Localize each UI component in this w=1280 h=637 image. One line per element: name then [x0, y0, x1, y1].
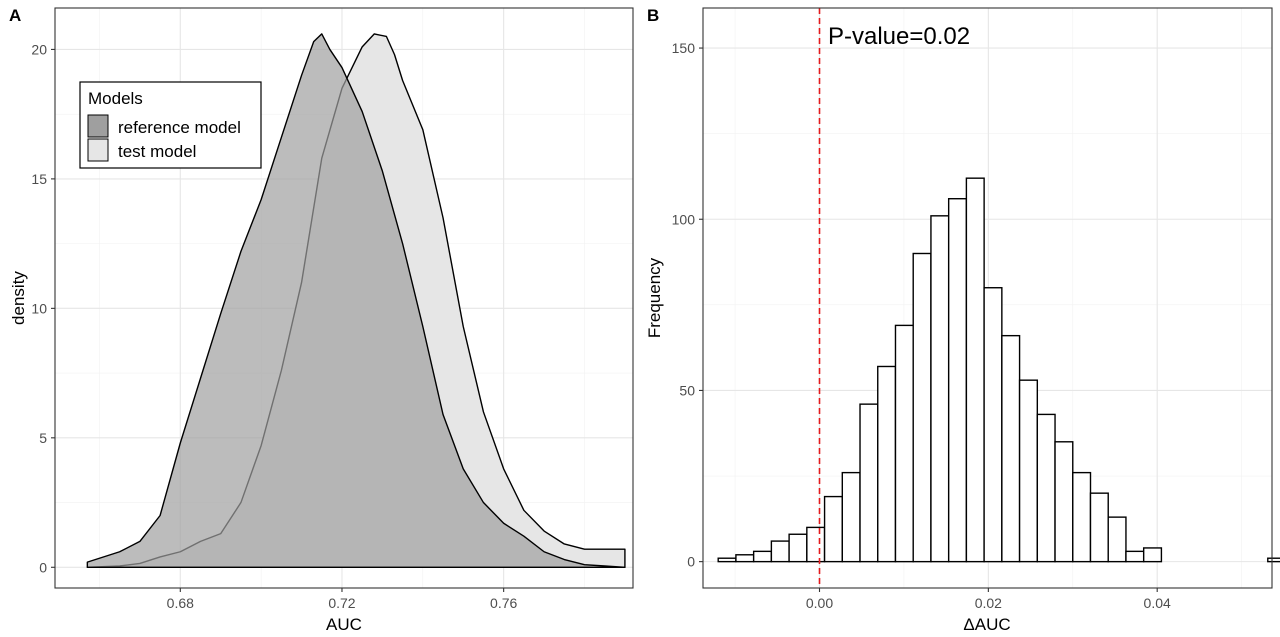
histogram-bar [1089, 492, 1109, 563]
y-tick-label: 0 [39, 559, 47, 575]
histogram-bar [947, 198, 968, 563]
histogram-bar [1054, 441, 1074, 563]
histogram-bar [1107, 516, 1127, 563]
panel-b-ticks: 0.00 0.02 0.04 0 50 100 150 [672, 40, 1171, 611]
histogram-bar [735, 554, 755, 563]
panel-a-density-areas [86, 33, 626, 568]
panel-a-label: A [9, 6, 21, 25]
legend-title: Models [88, 89, 143, 108]
y-tick-label: 15 [31, 171, 47, 187]
histogram-bar [877, 365, 897, 563]
y-tick-label: 10 [31, 300, 47, 316]
histogram-bar [823, 495, 844, 563]
histogram-bar [1036, 413, 1056, 563]
legend-box [79, 81, 262, 169]
x-tick-label: 0.04 [1144, 595, 1171, 611]
histogram-bar [752, 550, 773, 563]
y-tick-label: 150 [672, 40, 696, 56]
histogram-bar [965, 177, 985, 563]
panel-b: B P-value=0.02 0.00 0.02 0.04 0 50 100 150 ΔAU… [645, 6, 1280, 634]
histogram-bar [983, 287, 1003, 563]
histogram-bar [1001, 334, 1021, 563]
x-tick-label: 0.76 [490, 595, 517, 611]
legend-label-reference-model: reference model [118, 118, 241, 137]
histogram-bar [806, 526, 826, 563]
x-tick-label: 0.72 [328, 595, 355, 611]
histogram-bar [770, 540, 790, 563]
panel-b-y-axis-title: Frequency [645, 257, 664, 338]
histogram-bar [788, 533, 808, 563]
panel-b-border [702, 7, 1273, 589]
panel-a-y-axis-title: density [9, 271, 28, 325]
p-value-annotation: P-value=0.02 [828, 23, 970, 50]
panel-b-histogram-bars [717, 177, 1280, 563]
histogram-bar [1072, 471, 1092, 563]
y-tick-label: 100 [672, 211, 696, 227]
histogram-bar [1018, 379, 1039, 563]
histogram-bar [1125, 550, 1145, 563]
panel-a-x-axis-title: AUC [326, 615, 362, 634]
x-tick-label: 0.00 [806, 595, 833, 611]
histogram-bar [1267, 557, 1280, 563]
panel-b-x-axis-title: ΔAUC [963, 615, 1010, 634]
y-tick-label: 50 [679, 382, 695, 398]
panel-a-ticks: 0.68 0.72 0.76 0 5 10 15 20 [31, 41, 517, 611]
histogram-bar [859, 403, 879, 563]
histogram-bar [912, 252, 932, 563]
x-tick-label: 0.02 [975, 595, 1002, 611]
histogram-bar [894, 324, 914, 563]
panel-b-label: B [647, 6, 659, 25]
histogram-bar [841, 471, 861, 563]
density-area-reference-model [86, 33, 626, 568]
y-tick-label: 20 [31, 41, 47, 57]
legend-key-test-model [87, 138, 109, 162]
x-tick-label: 0.68 [167, 595, 194, 611]
histogram-bar [930, 215, 950, 563]
histogram-bar [717, 557, 737, 563]
panel-a: A 0.68 0.72 0.76 0 5 10 15 20 AUC density Model… [9, 6, 634, 634]
histogram-bar [1142, 547, 1163, 563]
legend-label-test-model: test model [118, 142, 196, 161]
y-tick-label: 0 [687, 554, 695, 570]
legend: Models reference model test model [79, 81, 262, 169]
panel-a-border [54, 7, 634, 589]
y-tick-label: 5 [39, 430, 47, 446]
legend-key-reference-model [87, 114, 109, 138]
